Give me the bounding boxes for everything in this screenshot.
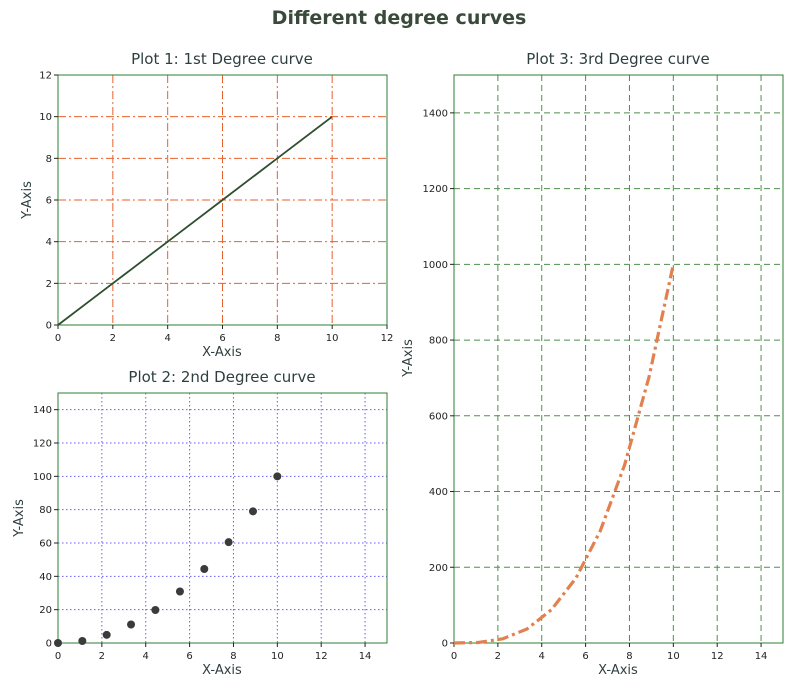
plot-1-xtick-label: 8 — [274, 333, 280, 344]
plot-1-xtick-label: 2 — [110, 333, 116, 344]
plot-2-point — [273, 472, 282, 481]
plot-2-point — [151, 606, 160, 614]
plot-2-title: Plot 2: 2nd Degree curve — [128, 368, 315, 386]
plot-3-ytick-label: 1000 — [423, 260, 448, 271]
plot-2-point — [102, 630, 111, 639]
plot-2-ytick-label: 140 — [33, 405, 52, 416]
plot-1-xtick-label: 6 — [219, 333, 225, 344]
plot-3-xtick-label: 2 — [495, 651, 501, 662]
plot-1-ytick-label: 2 — [46, 279, 52, 290]
plot-2-point — [127, 620, 136, 629]
plot-3-ytick-label: 1200 — [423, 184, 448, 195]
plot-3-xtick-label: 0 — [451, 651, 457, 662]
plot-3-xtick-label: 8 — [626, 651, 632, 662]
plot-1-ylabel: Y-Axis — [20, 181, 35, 220]
plot-2-ylabel: Y-Axis — [12, 499, 27, 538]
plot-3-xlabel: X-Axis — [598, 663, 638, 678]
plot-2-point — [200, 565, 209, 573]
plot-2-frame — [57, 392, 388, 644]
plot-1-ytick-label: 12 — [39, 71, 52, 82]
plot-2-ytick-label: 20 — [39, 605, 52, 616]
plot-1-title: Plot 1: 1st Degree curve — [131, 50, 313, 68]
plot-3-frame — [453, 74, 784, 644]
plot-3-xtick-label: 14 — [755, 651, 768, 662]
plot-2-ytick-label: 120 — [33, 439, 52, 450]
plot-1-xtick-label: 10 — [326, 333, 339, 344]
plot-2-xtick-label: 6 — [186, 651, 192, 662]
plot-1-xtick-label: 12 — [381, 333, 394, 344]
plot-1: Plot 1: 1st Degree curve X-Axis Y-Axis 0… — [20, 50, 393, 360]
plot-2-xtick-label: 12 — [315, 651, 328, 662]
plot-3-ytick-label: 200 — [429, 563, 448, 574]
plot-2: Plot 2: 2nd Degree curve X-Axis Y-Axis 0… — [12, 368, 388, 678]
plot-2-ytick-label: 100 — [33, 472, 52, 483]
plot-2-ytick-label: 80 — [39, 505, 52, 516]
plot-3-xtick-label: 12 — [711, 651, 724, 662]
figure-title: Different degree curves — [272, 7, 527, 29]
plot-1-ytick-label: 8 — [46, 154, 52, 165]
plot-3-line — [453, 263, 675, 645]
plot-1-xlabel: X-Axis — [202, 345, 242, 360]
plot-3-ytick-label: 400 — [429, 487, 448, 498]
plot-2-ytick-label: 60 — [39, 539, 52, 550]
plot-1-xtick-label: 4 — [164, 333, 170, 344]
plot-1-ytick-label: 4 — [46, 237, 52, 248]
plot-3-ytick-label: 0 — [442, 639, 448, 650]
plot-2-xtick-label: 2 — [99, 651, 105, 662]
plot-2-xtick-label: 10 — [271, 651, 284, 662]
plot-2-xlabel: X-Axis — [202, 663, 242, 678]
plot-2-xtick-label: 0 — [55, 651, 61, 662]
plot-3-xtick-label: 6 — [582, 651, 588, 662]
plot-3-ytick-label: 600 — [429, 411, 448, 422]
plot-2-xtick-label: 4 — [143, 651, 149, 662]
plot-3-ytick-label: 1400 — [423, 108, 448, 119]
plot-1-ytick-label: 0 — [46, 321, 52, 332]
plot-3-xtick-label: 4 — [539, 651, 545, 662]
plot-3-xtick-label: 10 — [667, 651, 680, 662]
plot-2-xtick-label: 14 — [359, 651, 372, 662]
plot-3: Plot 3: 3rd Degree curve X-Axis Y-Axis 0… — [401, 50, 784, 678]
plot-1-ytick-label: 10 — [39, 112, 52, 123]
plot-3-title: Plot 3: 3rd Degree curve — [526, 50, 710, 68]
plot-2-ytick-label: 0 — [46, 639, 52, 650]
plot-2-ytick-label: 40 — [39, 572, 52, 583]
plot-2-point — [224, 538, 233, 547]
plot-2-xtick-label: 8 — [230, 651, 236, 662]
plot-1-line — [57, 115, 333, 326]
plot-3-ytick-label: 800 — [429, 336, 448, 347]
plot-1-xtick-label: 0 — [55, 333, 61, 344]
plot-2-point — [248, 507, 257, 516]
plot-3-ylabel: Y-Axis — [401, 339, 416, 378]
plot-2-point — [54, 639, 62, 647]
plot-2-point — [175, 587, 184, 596]
plot-1-ytick-label: 6 — [46, 196, 52, 207]
plot-2-point — [78, 637, 87, 645]
